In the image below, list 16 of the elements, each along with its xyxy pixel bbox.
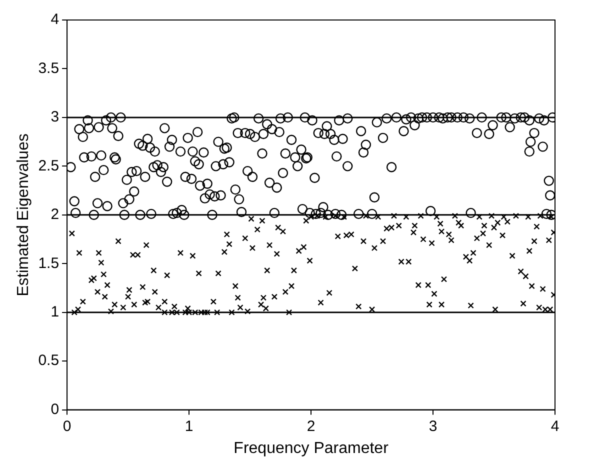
x-tick-label: 4 (550, 418, 560, 435)
y-tick-label: 0 (50, 400, 60, 418)
y-tick-label: 4 (50, 11, 60, 28)
x-tick-label: 1 (184, 418, 194, 435)
y-tick-label: 1 (50, 303, 60, 320)
x-tick-label: 0 (62, 418, 72, 435)
y-tick-label: 3.5 (38, 60, 60, 77)
x-tick-label: 3 (428, 418, 438, 435)
x-tick-label: 2 (306, 418, 316, 435)
y-tick-label: 3 (50, 108, 60, 126)
y-axis-title: Estimated Eigenvalues (15, 134, 32, 296)
y-tick-label: 1.5 (38, 254, 60, 272)
y-tick-label: 2.5 (38, 157, 60, 174)
x-axis-title: Frequency Parameter (234, 440, 390, 457)
y-tick-label: 0.5 (38, 352, 60, 370)
y-tick-label: 2 (50, 206, 60, 224)
